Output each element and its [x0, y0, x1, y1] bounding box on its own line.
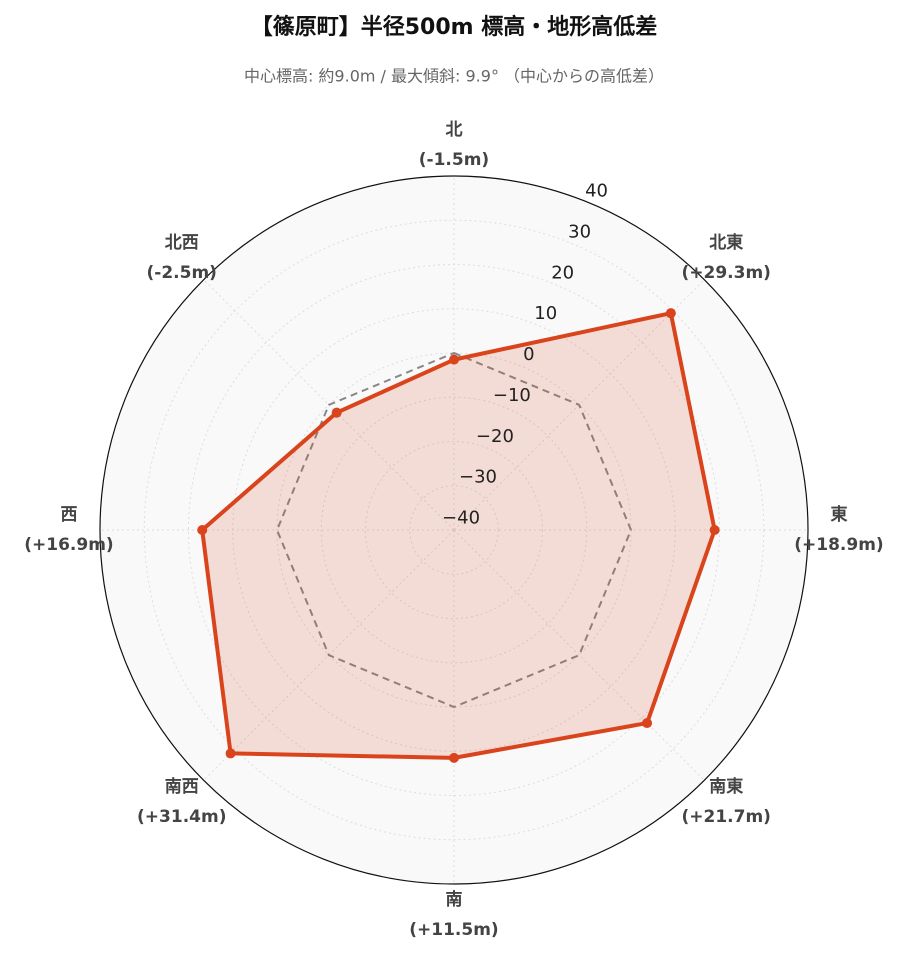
data-point — [665, 308, 676, 319]
data-point — [449, 752, 459, 763]
radial-tick-label: 20 — [551, 262, 574, 283]
value-label: (+18.9m) — [794, 535, 883, 555]
data-point — [709, 525, 720, 535]
value-label: (+21.7m) — [682, 807, 771, 827]
category-label: 東 — [831, 504, 848, 525]
value-label: (-2.5m) — [147, 263, 217, 283]
chart-title: 【篠原町】半径500m 標高・地形高低差 — [251, 14, 658, 40]
radial-tick-label: −30 — [459, 467, 497, 488]
value-label: (-1.5m) — [419, 150, 489, 170]
data-point — [197, 525, 208, 535]
radial-tick-label: 10 — [534, 303, 557, 324]
value-label: (+31.4m) — [137, 807, 226, 827]
category-label: 南 — [446, 889, 463, 910]
radial-tick-label: −10 — [493, 385, 531, 406]
polar-border — [99, 175, 809, 885]
data-point — [225, 748, 236, 759]
value-label: (+16.9m) — [24, 535, 113, 555]
chart-subtitle: 中心標高: 約9.0m / 最大傾斜: 9.9° （中心からの高低差） — [244, 67, 664, 86]
category-label: 南東 — [709, 776, 743, 797]
data-point — [449, 354, 459, 365]
category-label: 北 — [446, 120, 463, 140]
grid-ring — [143, 219, 765, 841]
category-label: 北東 — [709, 232, 743, 253]
radial-tick-label: −20 — [476, 426, 514, 447]
grid-ring — [365, 441, 543, 619]
value-label: (+11.5m) — [409, 920, 498, 940]
data-point — [642, 718, 653, 729]
radial-tick-label: 0 — [523, 344, 534, 365]
category-label: 南西 — [165, 776, 199, 797]
spoke — [453, 529, 705, 781]
grid-ring — [320, 396, 588, 664]
radial-tick-label: −40 — [442, 508, 480, 529]
category-label: 北西 — [165, 233, 199, 253]
category-label: 西 — [61, 505, 78, 525]
radial-tick-label: 30 — [568, 221, 591, 242]
grid-ring — [409, 485, 499, 575]
radial-tick-label: 40 — [585, 181, 608, 202]
data-point — [331, 407, 342, 418]
value-label: (+29.3m) — [682, 263, 771, 283]
baseline — [275, 351, 633, 709]
